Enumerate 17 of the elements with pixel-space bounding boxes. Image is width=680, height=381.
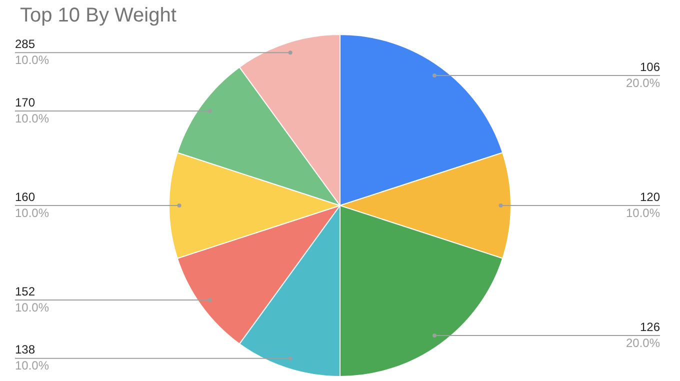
- data-label: 10.0%: [626, 206, 660, 220]
- data-label: 10.0%: [15, 358, 50, 373]
- data-label: 10.0%: [15, 300, 50, 314]
- slice-label: 152: [15, 284, 36, 298]
- slice-label: 160: [15, 190, 36, 204]
- data-label: 20.0%: [626, 76, 660, 90]
- slice-label: 285: [15, 36, 36, 51]
- slice-label: 170: [15, 95, 36, 110]
- slice-label: 106: [640, 60, 660, 74]
- data-label: 10.0%: [15, 206, 50, 220]
- data-label: 10.0%: [15, 111, 50, 126]
- slice-label: 138: [15, 342, 36, 357]
- chart-title: Top 10 By Weight: [20, 4, 177, 27]
- data-label: 20.0%: [626, 336, 660, 350]
- slice-label: 126: [640, 320, 660, 334]
- data-label: 10.0%: [15, 52, 50, 67]
- slice-label: 120: [640, 190, 660, 204]
